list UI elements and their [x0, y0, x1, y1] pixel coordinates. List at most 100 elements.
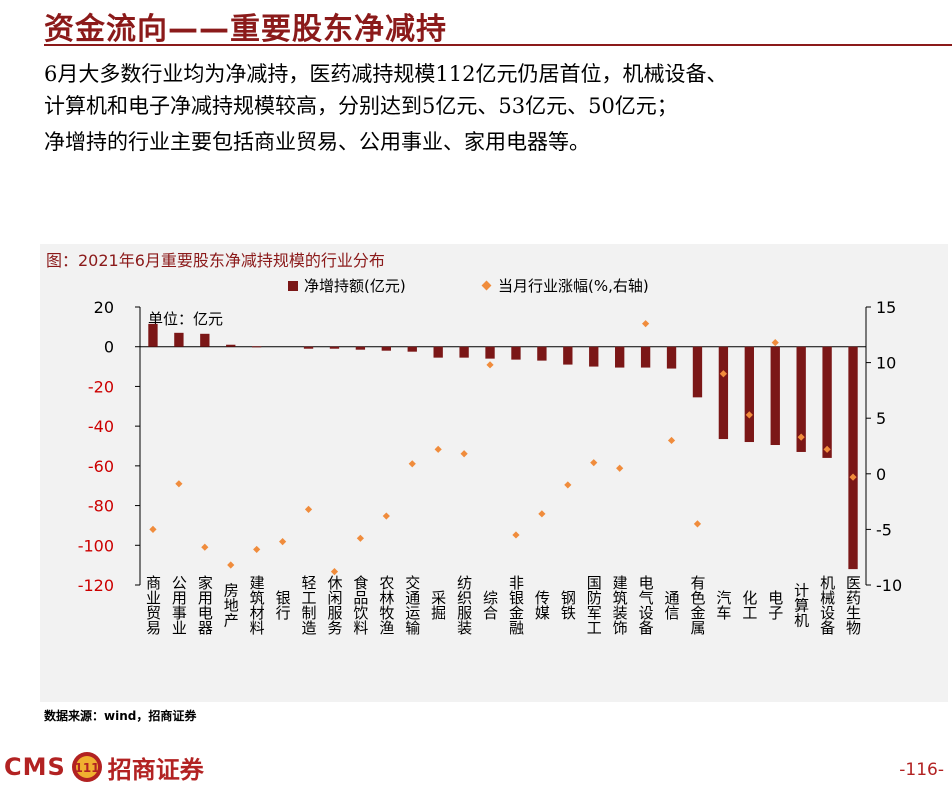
- dot-有色金属: [693, 520, 702, 528]
- category-label: 建筑装饰: [611, 575, 629, 635]
- category-label: 交通运输: [403, 574, 421, 635]
- bar-家用电器: [200, 333, 210, 347]
- category-label: 轻工制造: [300, 575, 318, 636]
- bar-钢铁: [563, 346, 573, 365]
- category-label: 建筑材料: [248, 575, 266, 635]
- category-label: 农林牧渔: [377, 575, 395, 635]
- dot-公用事业: [175, 480, 183, 488]
- bar-纺织服装: [459, 346, 469, 358]
- bar-轻工制造: [303, 346, 314, 349]
- bar-医药生物: [848, 346, 858, 570]
- dot-纺织服装: [460, 450, 468, 458]
- category-label: 国防军工: [585, 575, 603, 635]
- category-label: 钢铁: [559, 590, 577, 620]
- category-label: 食品饮料: [351, 575, 369, 635]
- category-label: 采掘: [429, 590, 447, 621]
- left-tick-label: 20: [94, 298, 114, 317]
- bar-传媒: [537, 346, 547, 361]
- category-label: 电子: [766, 590, 784, 620]
- bar-汽车: [718, 346, 729, 440]
- category-label: 医药生物: [844, 575, 862, 636]
- right-tick-label: 0: [876, 465, 886, 484]
- bar-商业贸易: [148, 323, 158, 347]
- dot-电子: [771, 338, 779, 347]
- summary-line-1: 6月大多数行业均为净减持，医药减持规模112亿元仍居首位，机械设备、: [44, 62, 728, 86]
- bar-房地产: [226, 344, 236, 347]
- right-tick-label: -5: [876, 520, 892, 539]
- dot-医药生物: [849, 473, 857, 481]
- dot-钢铁: [564, 481, 572, 489]
- category-label: 综合: [481, 590, 499, 620]
- company-logo: CMS 111 招商证券: [4, 750, 204, 784]
- left-tick-label: -80: [88, 497, 114, 516]
- dot-建筑装饰: [616, 464, 624, 472]
- bar-电子: [770, 346, 780, 446]
- dot-化工: [745, 411, 753, 419]
- chart-title: 图：2021年6月重要股东净减持规模的行业分布: [46, 251, 385, 270]
- bar-通信: [666, 346, 677, 369]
- category-label: 公用事业: [170, 575, 188, 635]
- left-tick-label: -60: [88, 457, 114, 476]
- chart-panel: 图：2021年6月重要股东净减持规模的行业分布 净增持额(亿元) 当月行业涨幅(%,…: [40, 244, 948, 702]
- legend-dot-swatch: [481, 280, 492, 291]
- dot-建筑材料: [253, 545, 261, 554]
- logo-cms-text: CMS: [4, 753, 66, 781]
- dot-休闲服务: [330, 568, 339, 576]
- dot-非银金融: [512, 531, 520, 539]
- dot-综合: [486, 361, 494, 369]
- bar-食品饮料: [355, 346, 366, 350]
- summary-text: 6月大多数行业均为净减持，医药减持规模112亿元仍居首位，机械设备、 计算机和电…: [44, 58, 944, 158]
- category-label: 电气设备: [637, 575, 655, 635]
- category-label: 机械设备: [818, 575, 836, 635]
- left-tick-label: -100: [78, 536, 114, 555]
- category-label: 化工: [740, 590, 758, 620]
- page-title: 资金流向——重要股东净减持: [44, 12, 447, 47]
- title-divider: [44, 44, 952, 46]
- category-label: 非银金融: [507, 575, 525, 635]
- dot-电气设备: [642, 320, 650, 328]
- page-number: -116-: [899, 760, 944, 780]
- bar-综合: [485, 346, 495, 359]
- legend-dot-label: 当月行业涨幅(%,右轴): [498, 277, 649, 295]
- dot-房地产: [227, 561, 235, 569]
- dot-传媒: [538, 510, 546, 518]
- category-label: 家用电器: [196, 575, 214, 635]
- bar-建筑装饰: [615, 346, 625, 368]
- bar-公用事业: [174, 332, 184, 347]
- dot-国防军工: [590, 459, 598, 467]
- dot-轻工制造: [304, 505, 313, 513]
- category-label: 房地产: [222, 583, 240, 628]
- category-label: 通信: [663, 590, 681, 620]
- bar-交通运输: [407, 346, 417, 352]
- category-label: 休闲服务: [325, 575, 343, 636]
- bar-化工: [744, 346, 754, 443]
- bar-电气设备: [640, 346, 651, 368]
- left-tick-label: 0: [104, 338, 114, 357]
- category-label: 汽车: [714, 590, 732, 620]
- right-tick-label: 10: [876, 354, 896, 373]
- category-label: 商业贸易: [144, 575, 162, 635]
- bar-机械设备: [822, 346, 832, 458]
- dot-食品饮料: [356, 534, 364, 542]
- logo-company-name: 招商证券: [107, 755, 204, 784]
- dot-商业贸易: [149, 525, 157, 533]
- bar-采掘: [433, 346, 443, 358]
- left-tick-label: -20: [88, 377, 114, 396]
- logo-badge-icon: 111: [71, 752, 102, 782]
- bar-国防军工: [589, 346, 599, 367]
- dot-机械设备: [823, 445, 831, 453]
- unit-note: 单位：亿元: [148, 310, 223, 328]
- right-tick-label: 5: [876, 409, 886, 428]
- summary-line-3: 净增持的行业主要包括商业贸易、公用事业、家用电器等。: [44, 130, 590, 154]
- bar-农林牧渔: [381, 346, 391, 351]
- bar-计算机: [796, 346, 806, 452]
- dot-家用电器: [201, 543, 209, 551]
- bar-休闲服务: [329, 346, 340, 349]
- data-source: 数据来源：wind，招商证券: [44, 709, 197, 723]
- legend-bar-swatch: [288, 281, 298, 291]
- right-tick-label: -10: [876, 576, 902, 595]
- dot-通信: [667, 436, 676, 445]
- right-tick-label: 15: [876, 298, 896, 317]
- category-label: 计算机: [792, 583, 810, 629]
